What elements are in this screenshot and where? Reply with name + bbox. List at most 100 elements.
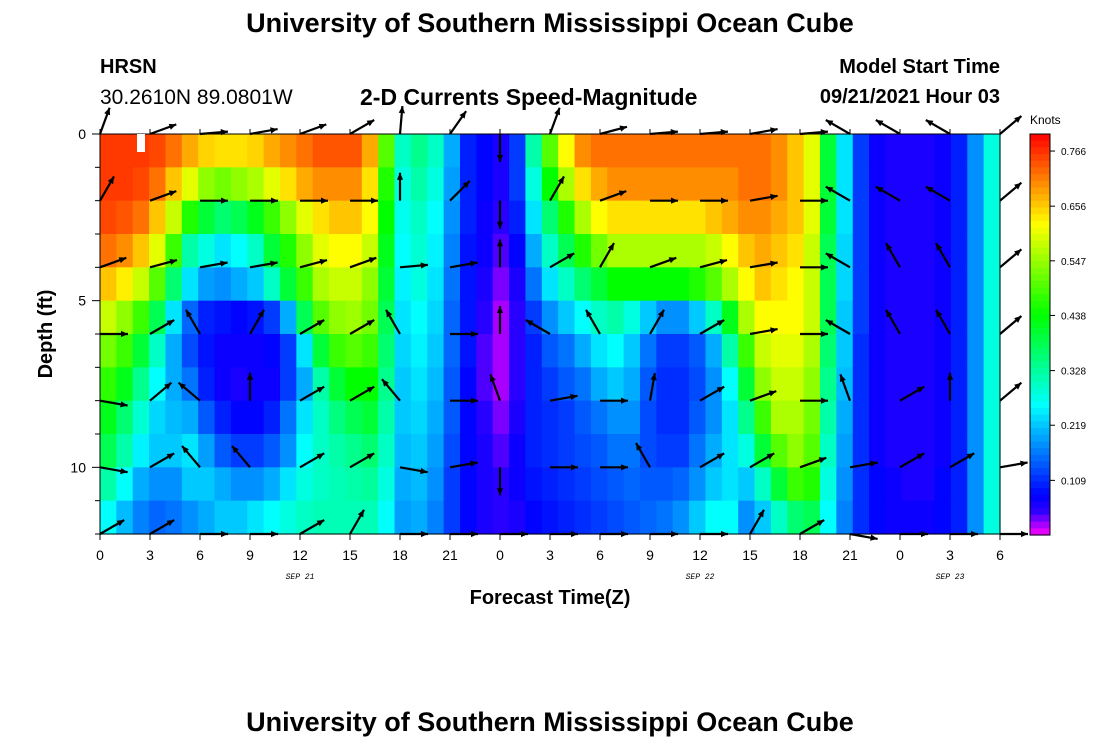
heatmap-cell [214, 200, 232, 235]
current-vector [699, 452, 725, 469]
x-tick-label: 12 [692, 547, 708, 563]
current-vector [496, 239, 504, 268]
heatmap-cell [574, 334, 592, 368]
current-vector [1000, 530, 1028, 538]
heatmap-cell [983, 267, 1001, 302]
heatmap-cell [983, 300, 1001, 335]
heatmap-cell [672, 200, 690, 235]
current-vector [946, 372, 954, 401]
heatmap-cell [312, 500, 330, 535]
heatmap-cell [983, 167, 1001, 202]
heatmap-cell [116, 334, 134, 368]
heatmap-cell [149, 367, 167, 402]
heatmap-cell [721, 267, 739, 302]
heatmap-cell [476, 267, 494, 302]
heatmap-cell [361, 500, 379, 535]
heatmap-cell [394, 200, 412, 235]
current-vector [600, 397, 628, 404]
current-vector [299, 519, 325, 535]
heatmap-cell [214, 334, 232, 368]
current-vector [800, 397, 828, 404]
heatmap-cell [754, 234, 772, 268]
heatmap-cell [901, 500, 919, 535]
heatmap-cell [574, 167, 592, 202]
heatmap-cell [280, 400, 297, 435]
current-vector [149, 319, 175, 335]
heatmap-cell [885, 300, 903, 335]
heatmap-cell [312, 267, 330, 302]
heatmap-cell [803, 267, 821, 302]
heatmap-cell [345, 200, 363, 235]
heatmap-cell [754, 367, 772, 402]
heatmap-cell [934, 300, 952, 335]
heatmap-cell [689, 300, 707, 335]
heatmap-cell [460, 200, 477, 235]
heatmap-cell [787, 267, 805, 302]
current-vector [525, 319, 551, 335]
heatmap-cell [214, 134, 232, 168]
x-tick-label: 21 [442, 547, 458, 563]
heatmap-cell [836, 267, 854, 302]
heatmap-cell [754, 134, 772, 168]
heatmap-cell [443, 500, 461, 535]
heatmap-cell [476, 134, 494, 168]
heatmap-cell [950, 500, 968, 535]
current-vector [385, 309, 401, 335]
heatmap-cell [181, 500, 199, 535]
heatmap-cell [280, 434, 297, 468]
heatmap-cell [820, 434, 837, 468]
heatmap-cell [345, 467, 363, 502]
heatmap-cell [885, 434, 903, 468]
heatmap-cell [214, 267, 232, 302]
colorbar-step [1030, 361, 1050, 369]
heatmap-cell [525, 334, 543, 368]
heatmap-cell [460, 367, 477, 402]
heatmap-cell [901, 200, 919, 235]
heatmap-cell [410, 134, 428, 168]
heatmap-cell [410, 400, 428, 435]
heatmap-cell [230, 367, 248, 402]
heatmap-cell [394, 467, 412, 502]
heatmap-cell [280, 167, 297, 202]
heatmap-cell [574, 367, 592, 402]
heatmap-cell [280, 367, 297, 402]
heatmap-cell [149, 467, 167, 502]
heatmap-cell [656, 200, 674, 235]
heatmap-cell [787, 400, 805, 435]
heatmap-cell [967, 500, 985, 535]
heatmap-cell [950, 200, 968, 235]
heatmap-cell [934, 234, 952, 268]
heatmap-cell [672, 167, 690, 202]
heatmap-cell [590, 367, 608, 402]
heatmap-cell [705, 134, 723, 168]
current-vector [177, 381, 201, 402]
heatmap-cell [100, 400, 117, 435]
heatmap-cell [410, 167, 428, 202]
current-vector [699, 258, 728, 269]
heatmap-cell [705, 234, 723, 268]
heatmap-cell [590, 467, 608, 502]
heatmap-cell [443, 167, 461, 202]
colorbar-step [1030, 147, 1050, 155]
heatmap-cell [901, 334, 919, 368]
heatmap-cell [869, 334, 887, 368]
colorbar-step [1030, 301, 1050, 309]
heatmap-cell [476, 300, 494, 335]
heatmap-cell [869, 400, 887, 435]
heatmap-cell [967, 400, 985, 435]
heatmap-cell [100, 367, 117, 402]
current-vector [496, 200, 504, 229]
heatmap-cell [803, 334, 821, 368]
heatmap-cell [803, 434, 821, 468]
heatmap-cell [885, 367, 903, 402]
heatmap-cell [918, 300, 936, 335]
colorbar-tick-label: 0.438 [1061, 311, 1086, 322]
heatmap-cell [656, 334, 674, 368]
heatmap-cell [852, 334, 870, 368]
heatmap-cell [918, 200, 936, 235]
heatmap-cell [198, 234, 216, 268]
colorbar-step [1030, 334, 1050, 342]
heatmap-cell [623, 400, 641, 435]
heatmap-cell [460, 334, 477, 368]
colorbar-step [1030, 234, 1050, 242]
